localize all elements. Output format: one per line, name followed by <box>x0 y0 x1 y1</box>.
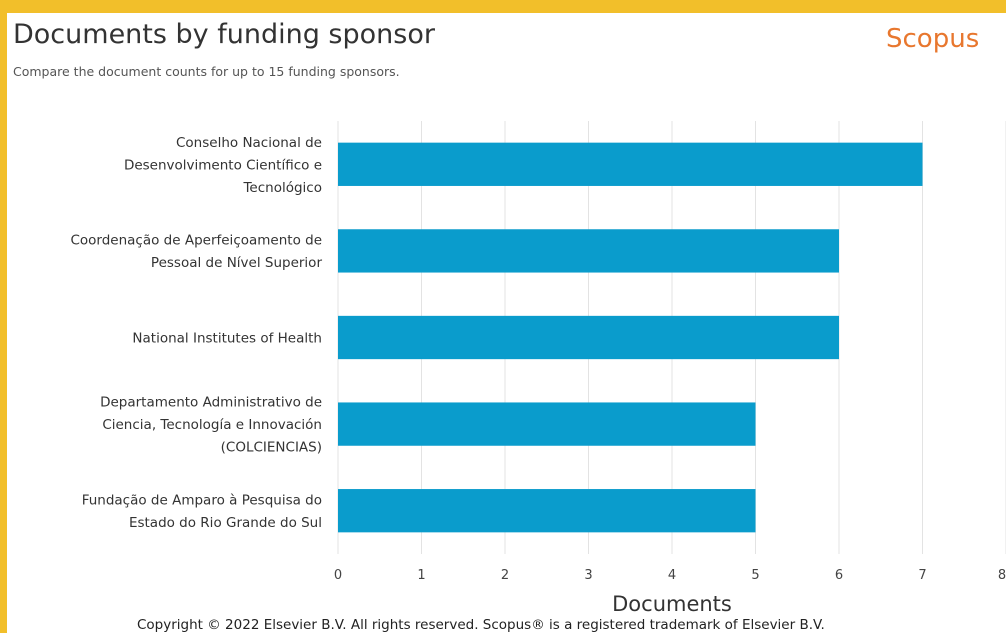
x-tick-label: 2 <box>501 568 509 583</box>
category-label: National Institutes of Health <box>132 331 322 347</box>
x-tick-label: 1 <box>417 568 425 583</box>
page-title: Documents by funding sponsor <box>13 19 435 50</box>
bar <box>338 402 756 446</box>
x-axis-title: Documents <box>612 592 732 616</box>
category-label: Conselho Nacional de Desenvolvimento Cien… <box>124 135 322 196</box>
category-label: Coordenação de Aperfeiçoamento de Pessoal… <box>70 233 322 272</box>
x-tick-label: 5 <box>751 568 759 583</box>
bar-chart: 0 1 2 3 4 5 6 7 8 Documents Conselho Nacional de De… <box>70 121 1006 616</box>
bar <box>338 142 923 186</box>
bar <box>338 229 839 273</box>
bar <box>338 315 839 360</box>
x-tick-label: 7 <box>918 568 926 583</box>
page-subtitle: Compare the document counts for up to 15… <box>13 64 400 79</box>
category-label: Departamento Administrativo de Ciencia, T… <box>100 395 322 456</box>
chart-panel: Documents by funding sponsor Compare the… <box>7 13 1006 633</box>
x-tick-label: 3 <box>584 568 592 583</box>
x-tick-label: 4 <box>668 568 676 583</box>
bar <box>338 489 756 533</box>
scopus-logo: Scopus <box>886 24 980 54</box>
x-tick-label: 0 <box>334 568 342 583</box>
x-tick-label: 8 <box>998 568 1006 583</box>
x-tick-label: 6 <box>835 568 843 583</box>
copyright-notice: Copyright © 2022 Elsevier B.V. All right… <box>137 617 825 633</box>
category-label: Fundação de Amparo à Pesquisa do Estado d… <box>82 492 322 531</box>
